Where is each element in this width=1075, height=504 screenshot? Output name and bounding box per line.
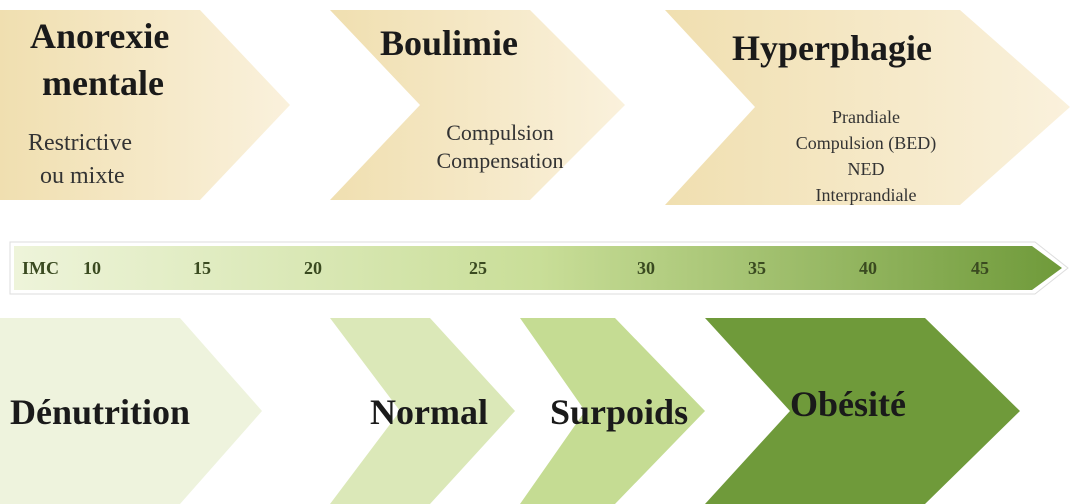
scale-tick: 40: [859, 258, 877, 278]
subtitle: NED: [848, 159, 885, 179]
chevron: [330, 318, 515, 504]
subtitle: Prandiale: [832, 107, 900, 127]
title: Hyperphagie: [732, 28, 932, 68]
scale-tick: 15: [193, 258, 211, 278]
chevron: [0, 318, 262, 504]
scale-tick: 25: [469, 258, 487, 278]
title: Anorexie: [30, 16, 169, 56]
scale-tick: 35: [748, 258, 766, 278]
scale-label: IMC: [22, 258, 59, 278]
subtitle: Compulsion: [446, 120, 554, 145]
subtitle: Interprandiale: [816, 185, 917, 205]
category: Dénutrition: [10, 392, 190, 432]
subtitle: Compulsion (BED): [796, 133, 937, 154]
subtitle: ou mixte: [40, 163, 125, 189]
title: mentale: [42, 63, 164, 103]
chevron: [0, 10, 290, 200]
chevron: [330, 10, 625, 200]
category: Surpoids: [550, 392, 688, 432]
scale-tick: 30: [637, 258, 655, 278]
title: Boulimie: [380, 23, 518, 63]
chevron: [520, 318, 705, 504]
category: Obésité: [790, 384, 906, 424]
subtitle: Restrictive: [28, 130, 132, 156]
chevron: [705, 318, 1020, 504]
subtitle: Compensation: [436, 148, 563, 173]
scale-tick: 10: [83, 258, 101, 278]
chevron: [665, 10, 1070, 205]
scale-ticks: 10 15 20 25 30 35 40 45: [83, 258, 989, 278]
scale-tick: 45: [971, 258, 989, 278]
scale-bar: [14, 246, 1062, 290]
category: Normal: [370, 392, 488, 432]
scale-tick: 20: [304, 258, 322, 278]
